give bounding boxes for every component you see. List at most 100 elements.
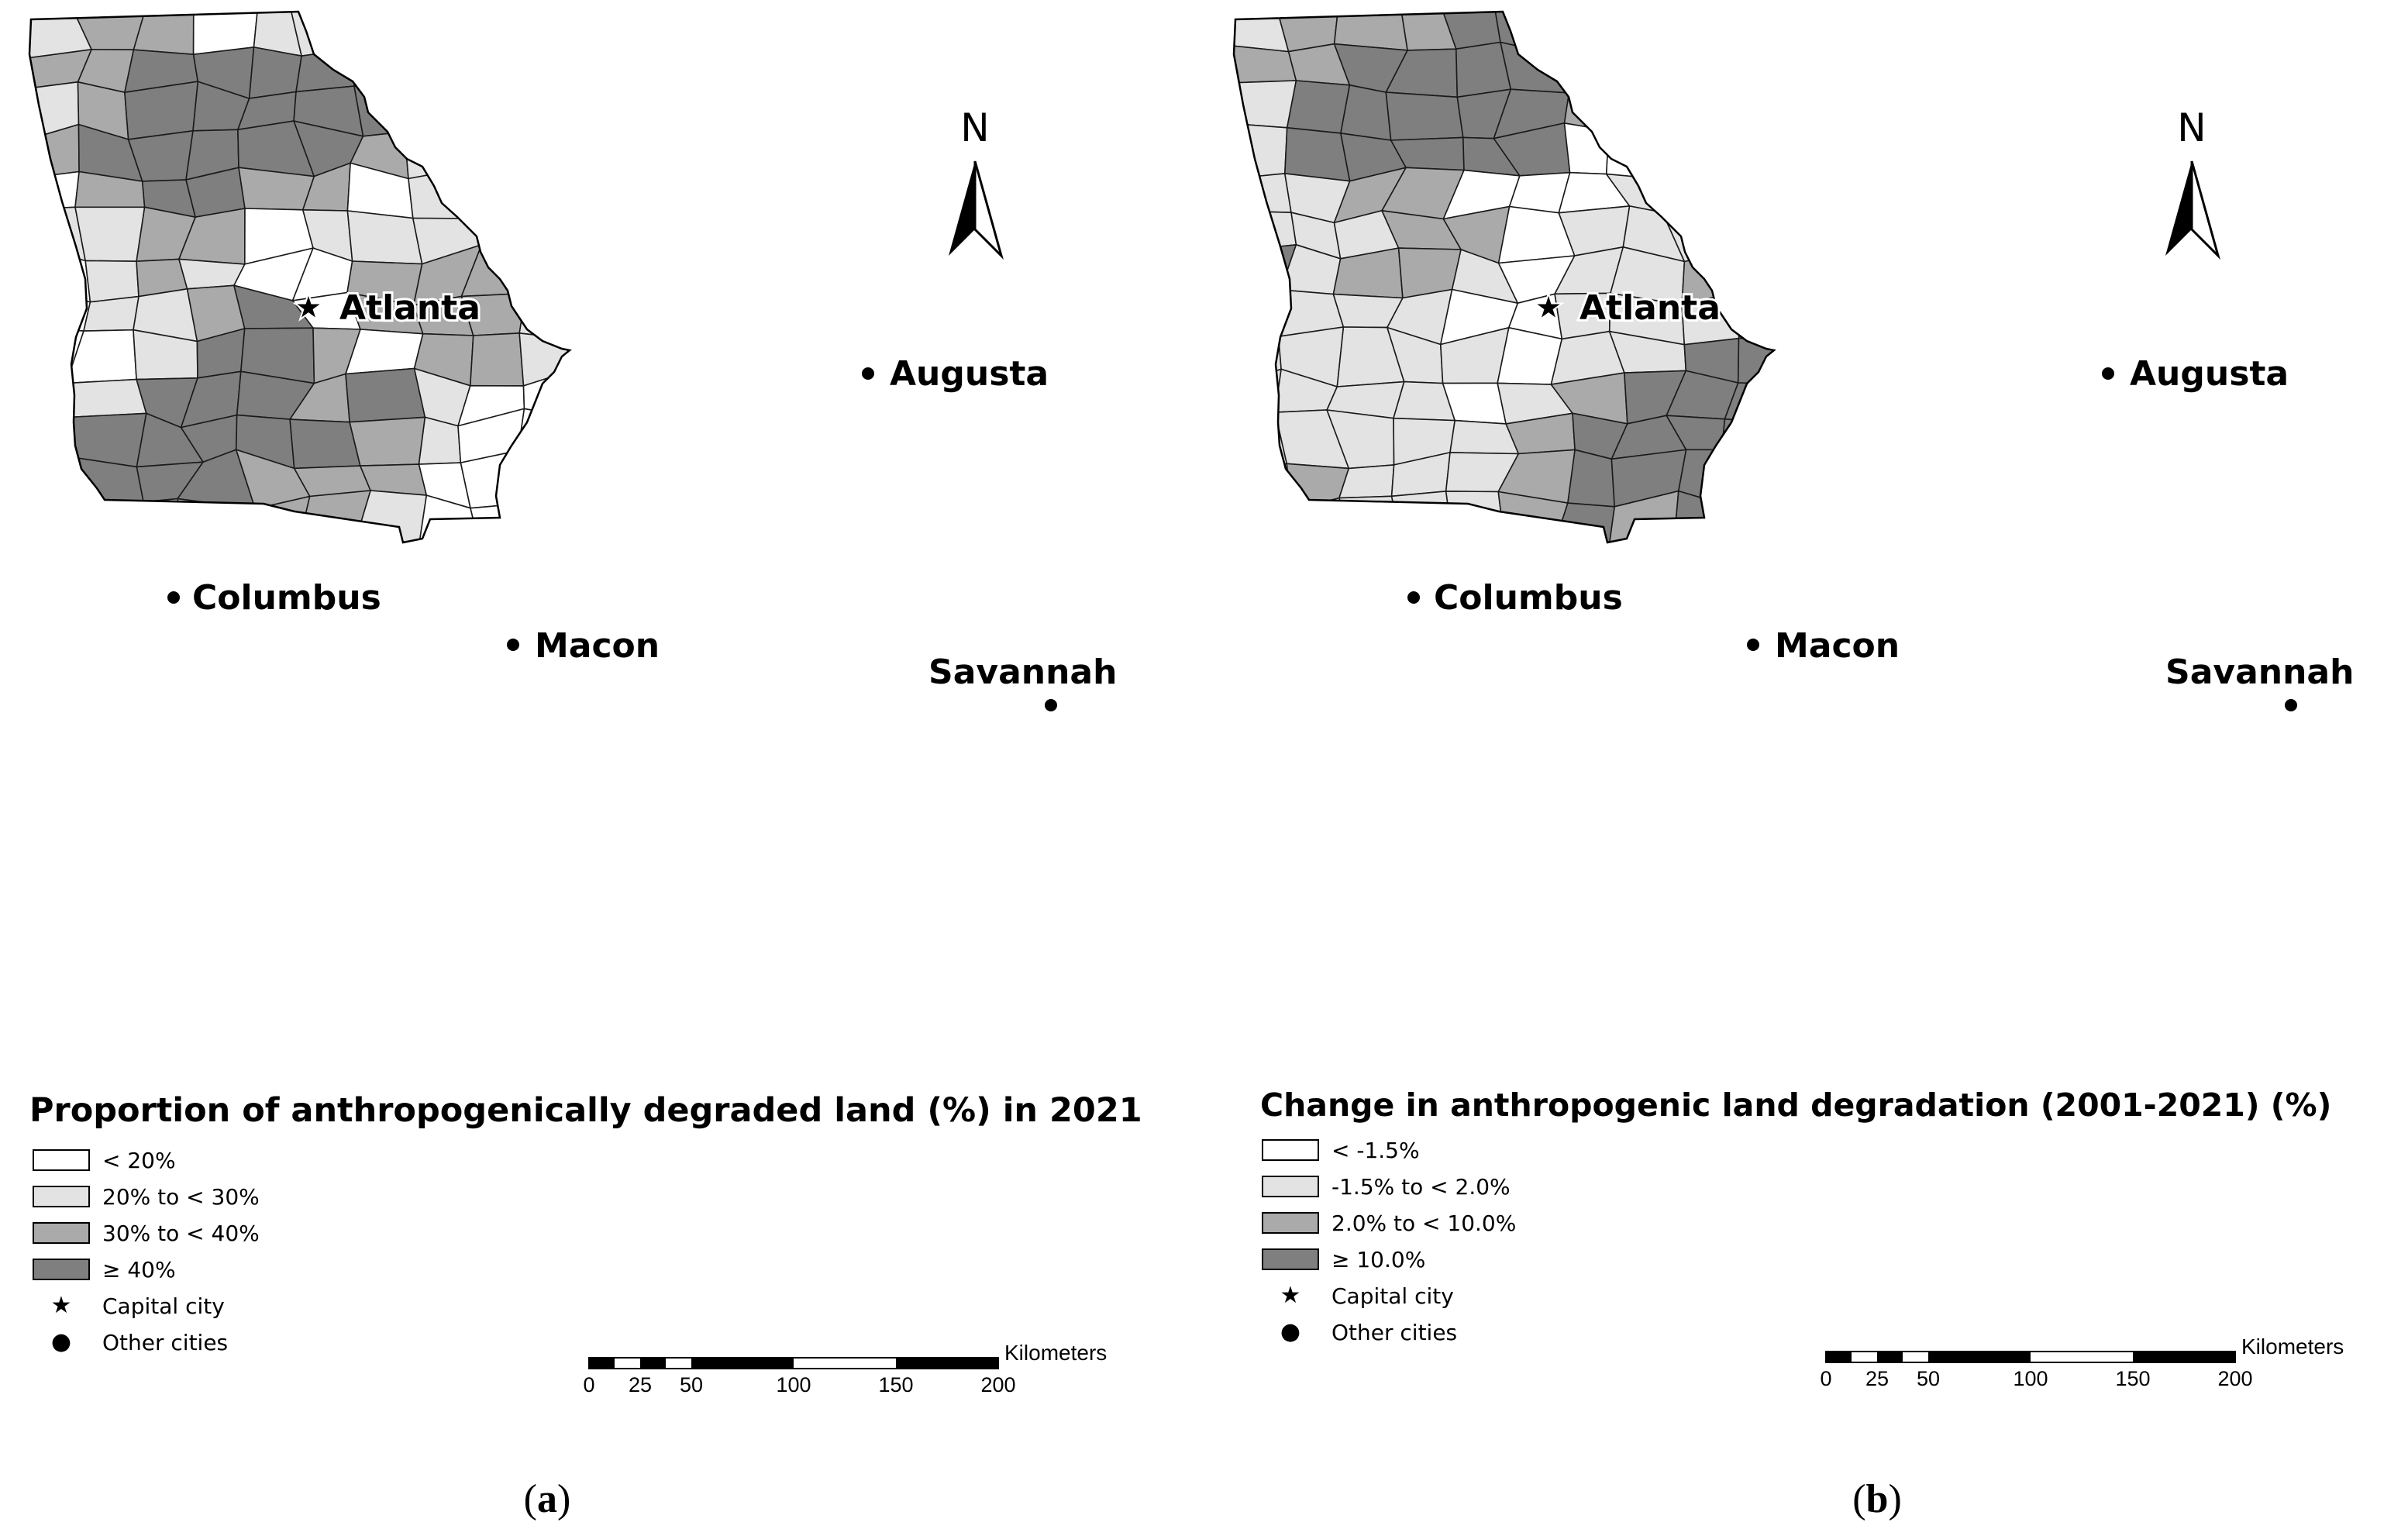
- scale-tick: 150: [878, 1373, 914, 1396]
- city-columbus: Columbus: [1407, 576, 1625, 620]
- legend-swatch: [1262, 1212, 1319, 1234]
- panel-letter: b: [1865, 1477, 1889, 1521]
- scale-tick: 25: [1865, 1367, 1890, 1390]
- scale-tick: 0: [1820, 1367, 1832, 1390]
- dot-icon: ●: [50, 1328, 72, 1355]
- legend-swatch: [33, 1149, 90, 1171]
- legend-item-3: 30% to < 40%: [33, 1220, 260, 1246]
- city-label: Atlanta: [1579, 288, 1721, 328]
- legend-swatch: [1262, 1139, 1319, 1161]
- scale-tick: 0: [583, 1373, 595, 1396]
- city-label: Augusta: [2130, 354, 2289, 394]
- legend-item-2: 20% to < 30%: [33, 1183, 260, 1210]
- legend-label: Other cities: [1331, 1319, 1458, 1345]
- legend-item-3: 2.0% to < 10.0%: [1262, 1210, 1516, 1236]
- legend-label: Capital city: [102, 1293, 225, 1319]
- panel-letter: a: [537, 1477, 557, 1521]
- georgia-map: ★ Atlanta Augusta Columbus Macon Savannah N: [28, 10, 1119, 711]
- scale-tick: 200: [2217, 1367, 2253, 1390]
- city-label: Savannah: [928, 653, 1117, 692]
- dot-icon: [2285, 699, 2297, 711]
- city-augusta: Augusta: [862, 352, 1051, 396]
- panel-caption: (b): [1852, 1477, 1902, 1521]
- legend-item-cities: ● Other cities: [1262, 1319, 1457, 1345]
- legend-title: Change in anthropogenic land degradation…: [1260, 1086, 2332, 1124]
- city-label: Columbus: [1434, 578, 1623, 618]
- legend-label: ≥ 10.0%: [1331, 1246, 1426, 1272]
- legend-item-capital: ★ Capital city: [1262, 1283, 1454, 1309]
- city-savannah: Savannah: [2163, 650, 2356, 711]
- city-label: Macon: [1775, 626, 1900, 666]
- dot-icon: [507, 639, 519, 651]
- city-macon: Macon: [507, 624, 662, 668]
- legend-swatch: [1262, 1176, 1319, 1197]
- legend-item-1: < 20%: [33, 1147, 176, 1173]
- north-arrow-left: [949, 161, 975, 256]
- dot-icon: [167, 591, 180, 604]
- panel-caption: (a): [523, 1477, 571, 1521]
- city-augusta: Augusta: [2102, 352, 2291, 396]
- legend-label: < 20%: [102, 1147, 176, 1173]
- scale-bar-graphic: [1825, 1351, 2236, 1363]
- city-label: Columbus: [192, 578, 381, 618]
- north-arrow-right: [2190, 160, 2220, 260]
- scale-tick: 150: [2115, 1367, 2151, 1390]
- legend-swatch: [33, 1259, 90, 1280]
- scale-tick: 50: [1916, 1367, 1941, 1390]
- legend-item-cities: ● Other cities: [33, 1329, 228, 1355]
- legend-swatch: [33, 1186, 90, 1207]
- legend-label: -1.5% to < 2.0%: [1331, 1173, 1511, 1200]
- legend-swatch: [33, 1222, 90, 1244]
- legend-item-1: < -1.5%: [1262, 1137, 1420, 1163]
- city-label: Macon: [535, 626, 660, 666]
- legend-swatch: [1262, 1248, 1319, 1270]
- north-arrow-label: N: [2177, 105, 2206, 150]
- north-arrow-label: N: [960, 105, 989, 150]
- legend-item-2: -1.5% to < 2.0%: [1262, 1173, 1511, 1200]
- legend-item-4: ≥ 40%: [33, 1256, 176, 1283]
- map-panel-a: ★ Atlanta Augusta Columbus Macon Savannah N P…: [28, 10, 1142, 1521]
- legend-label: 2.0% to < 10.0%: [1331, 1210, 1517, 1236]
- scale-tick: 200: [980, 1373, 1016, 1396]
- north-arrow-right: [973, 160, 1004, 260]
- legend-label: < -1.5%: [1331, 1137, 1420, 1163]
- city-label: Atlanta: [339, 288, 481, 328]
- legend-title: Proportion of anthropogenically degraded…: [29, 1091, 1142, 1130]
- legend-label: 20% to < 30%: [102, 1183, 260, 1210]
- legend-label: Other cities: [102, 1329, 229, 1355]
- star-icon: ★: [1280, 1282, 1301, 1309]
- dot-icon: ●: [1280, 1318, 1301, 1345]
- city-atlanta: ★ Atlanta: [1531, 285, 1723, 330]
- star-icon: ★: [1532, 286, 1564, 328]
- city-savannah: Savannah: [926, 650, 1119, 711]
- scale-tick: 25: [628, 1373, 653, 1396]
- legend-label: Capital city: [1331, 1283, 1454, 1309]
- north-arrow-left: [2165, 161, 2192, 256]
- city-layer: ★ Atlanta Augusta Columbus Macon Savannah: [167, 285, 1119, 711]
- city-macon: Macon: [1747, 624, 1902, 668]
- north-arrow: N: [949, 105, 1004, 260]
- legend-label: ≥ 40%: [102, 1256, 176, 1283]
- scale-tick: 100: [2013, 1367, 2048, 1390]
- scale-unit: Kilometers: [2241, 1334, 2344, 1359]
- dot-icon: [862, 367, 874, 380]
- scale-tick: 50: [679, 1373, 704, 1396]
- scale-tick: 100: [776, 1373, 811, 1396]
- dot-icon: [1045, 699, 1057, 711]
- city-atlanta: ★ Atlanta: [291, 285, 483, 330]
- star-icon: ★: [50, 1292, 72, 1319]
- city-columbus: Columbus: [167, 576, 384, 620]
- city-label: Augusta: [890, 354, 1049, 394]
- legend-label: 30% to < 40%: [102, 1220, 260, 1246]
- dot-icon: [2102, 367, 2114, 380]
- legend-item-capital: ★ Capital city: [33, 1293, 225, 1319]
- legend-item-4: ≥ 10.0%: [1262, 1246, 1425, 1272]
- dot-icon: [1747, 639, 1759, 651]
- georgia-map: ★ Atlanta Augusta Columbus Macon Savannah N: [1232, 10, 2356, 711]
- city-label: Savannah: [2165, 653, 2354, 692]
- star-icon: ★: [292, 286, 324, 328]
- north-arrow: N: [2165, 105, 2220, 260]
- city-layer: ★ Atlanta Augusta Columbus Macon Savannah: [1407, 285, 2356, 711]
- dot-icon: [1407, 591, 1420, 604]
- scale-bar-graphic: [588, 1357, 999, 1369]
